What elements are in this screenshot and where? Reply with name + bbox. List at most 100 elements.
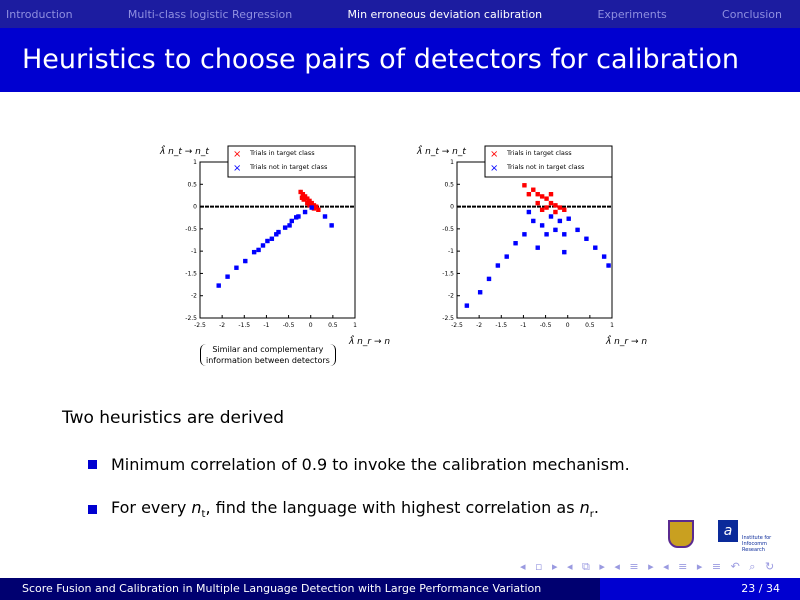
y-tick-label: -2.5 <box>185 315 197 322</box>
data-point <box>464 305 468 308</box>
y-tick-label: -0.5 <box>185 226 197 233</box>
data-point <box>253 249 257 253</box>
data-point <box>495 265 499 268</box>
data-point <box>559 205 563 208</box>
data-point <box>575 227 578 231</box>
data-point <box>528 209 532 213</box>
data-point <box>311 205 314 208</box>
data-point <box>533 189 536 192</box>
data-point <box>307 198 310 202</box>
data-point <box>562 251 565 255</box>
data-point <box>557 218 561 222</box>
data-point <box>524 183 527 186</box>
data-point <box>550 192 554 195</box>
data-point <box>539 209 543 212</box>
note-line-1: Similar and complementary <box>212 345 324 354</box>
data-point <box>608 263 611 266</box>
x-tick-label: -0.5 <box>540 322 552 329</box>
data-point <box>479 292 483 295</box>
data-point <box>216 283 219 286</box>
data-point <box>289 225 292 228</box>
data-point <box>568 216 571 219</box>
beamer-navigation-symbols[interactable]: ◂ ▫ ▸ ◂ ⧉ ▸ ◂ ≡ ▸ ◂ ≡ ▸ ≡ ↶ ⌕ ↻ <box>520 560 778 573</box>
y-tick-label: 0.5 <box>187 181 197 188</box>
data-point <box>243 260 246 264</box>
plot-frame <box>199 161 356 319</box>
data-point <box>315 204 319 207</box>
data-point <box>557 207 561 210</box>
data-point <box>559 218 563 222</box>
slide-title: Heuristics to choose pairs of detectors … <box>0 28 800 92</box>
footer-title: Score Fusion and Calibration in Multiple… <box>0 578 600 600</box>
data-point <box>537 202 540 206</box>
data-point <box>269 236 273 239</box>
data-point <box>577 229 580 233</box>
data-point <box>301 195 305 198</box>
data-point <box>531 189 534 192</box>
data-point <box>555 229 558 233</box>
data-point <box>531 220 534 224</box>
x-tick-label: 1 <box>610 322 614 329</box>
x-tick-label: -1 <box>263 322 269 329</box>
nav-mclr[interactable]: Multi-class logistic Regression <box>127 7 293 21</box>
data-point <box>271 236 275 239</box>
data-point <box>548 194 552 197</box>
nav-introduction[interactable]: Introduction <box>6 7 73 21</box>
data-point <box>564 232 567 235</box>
nav-experiments[interactable]: Experiments <box>597 7 667 21</box>
legend-marker: × <box>490 163 498 174</box>
data-point <box>544 196 547 199</box>
data-point <box>488 278 492 282</box>
nav-conclusion[interactable]: Conclusion <box>722 7 782 21</box>
data-point <box>584 236 587 239</box>
data-point <box>601 256 605 259</box>
data-point <box>234 265 237 268</box>
data-point <box>486 276 490 280</box>
data-point <box>531 218 534 222</box>
data-point <box>256 249 259 253</box>
data-point <box>218 283 221 286</box>
data-point <box>564 209 567 212</box>
data-point <box>557 220 561 224</box>
data-point <box>304 211 308 215</box>
data-point <box>531 187 534 190</box>
data-point <box>548 192 552 195</box>
data-point <box>302 192 306 195</box>
data-point <box>262 245 266 248</box>
data-point <box>555 205 558 208</box>
data-point <box>539 223 543 226</box>
data-point <box>218 285 221 288</box>
data-point <box>555 227 558 231</box>
data-point <box>564 234 567 237</box>
data-point <box>311 207 314 210</box>
data-point <box>546 207 549 210</box>
bullet-text: Minimum correlation of 0.9 to invoke the… <box>111 455 630 474</box>
data-point <box>577 227 580 231</box>
scatter-plot-right: -2.5 -2 -1.5 -1 -0.5 0 0.5 1 1 0.5 0 -0.5 -1 -1.5 -2 -2… <box>416 144 647 347</box>
data-point <box>550 202 554 206</box>
footer-page-number: 23 / 34 <box>600 578 800 600</box>
university-logo <box>668 520 694 548</box>
legend-label: Trials not in target class <box>249 163 328 171</box>
data-point <box>305 202 308 206</box>
data-point <box>284 227 288 230</box>
data-point <box>260 243 264 246</box>
data-point <box>260 245 264 248</box>
data-point <box>539 196 543 199</box>
data-point <box>548 214 552 217</box>
y-tick-label: -1 <box>448 248 454 255</box>
nav-calibration[interactable]: Min erroneous deviation calibration <box>347 7 543 21</box>
x-tick-label: 1 <box>353 322 357 329</box>
data-point <box>548 202 552 206</box>
data-point <box>546 205 549 208</box>
data-point <box>548 216 552 219</box>
legend-label: Trials in target class <box>249 149 315 157</box>
data-point <box>464 303 468 306</box>
legend-marker: × <box>490 149 498 160</box>
data-point <box>324 216 328 219</box>
data-point <box>555 203 558 206</box>
data-point <box>307 200 310 204</box>
y-tick-label: -1.5 <box>185 270 197 277</box>
data-point <box>300 194 304 197</box>
data-point <box>537 200 540 204</box>
